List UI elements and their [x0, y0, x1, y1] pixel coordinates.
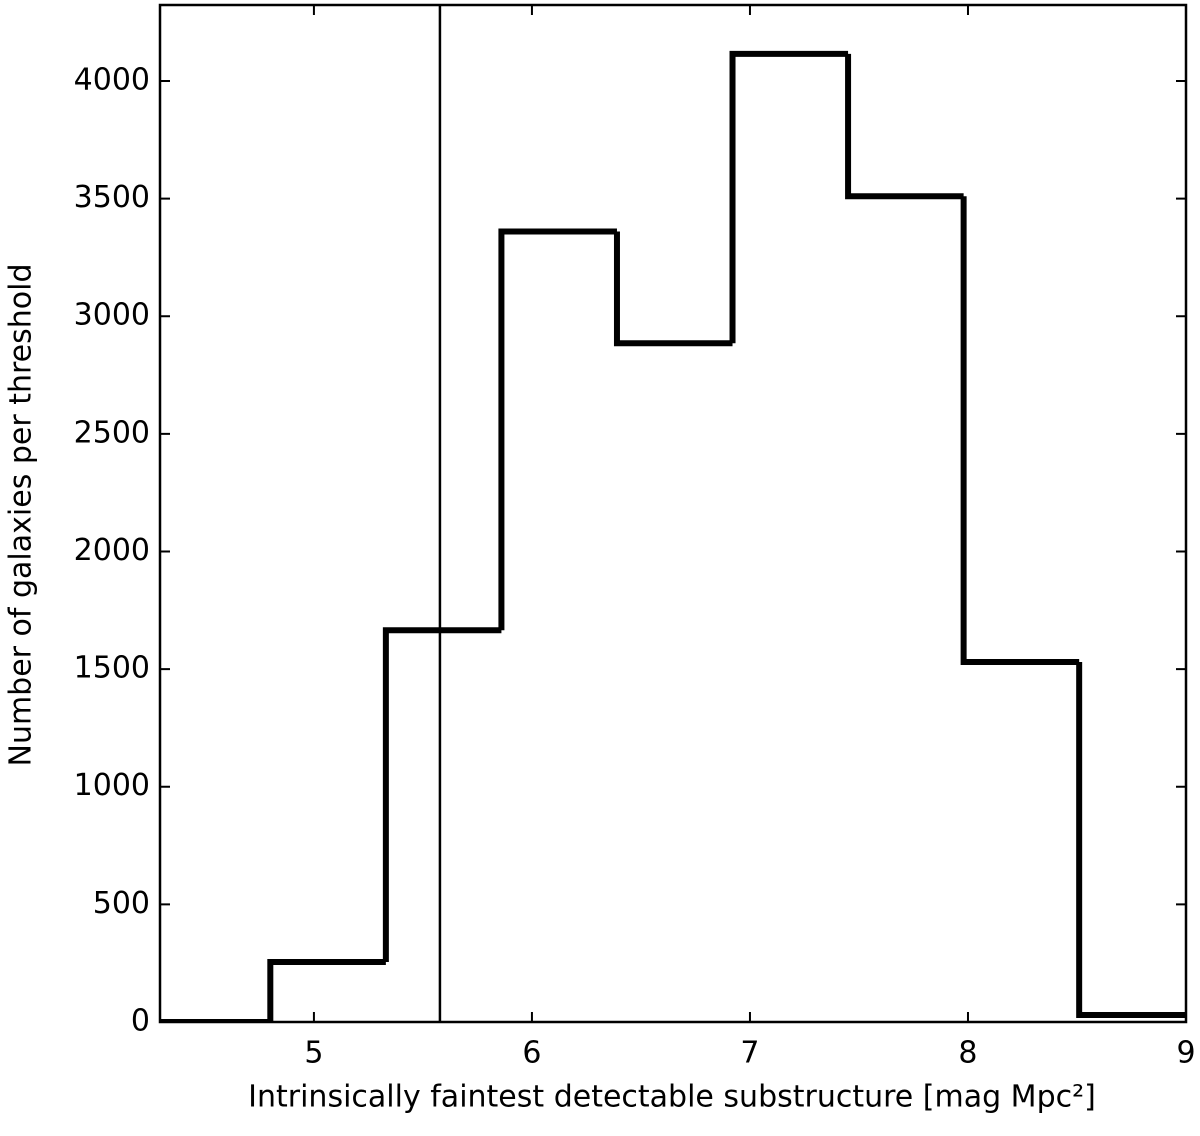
y-tick-label: 2000	[74, 533, 150, 568]
histogram-bar	[498, 228, 617, 631]
histogram-bar	[267, 959, 386, 1022]
x-tick-label: 9	[1176, 1036, 1195, 1071]
y-tick-label: 1000	[74, 768, 150, 803]
axes-frame	[158, 3, 1188, 1024]
histogram-bar	[845, 53, 964, 200]
x-tick-label: 8	[958, 1036, 977, 1071]
histogram-bar	[382, 627, 502, 963]
histogram-bar	[1076, 662, 1186, 1018]
x-axis-label: Intrinsically faintest detectable substr…	[248, 1080, 1096, 1115]
histogram-bar	[613, 231, 733, 347]
y-tick-label: 4000	[74, 62, 150, 97]
y-axis-label: Number of galaxies per threshold	[4, 263, 39, 766]
y-tick-label: 1500	[74, 651, 150, 686]
histogram-bar	[960, 196, 1080, 666]
y-tick-label: 500	[93, 886, 150, 921]
y-tick-label: 3500	[74, 180, 150, 215]
plot-area	[160, 50, 1186, 1022]
x-tick-label: 7	[740, 1036, 759, 1071]
x-tick-label: 5	[304, 1036, 323, 1071]
y-tick-label: 0	[131, 1004, 150, 1039]
y-tick-label: 3000	[74, 298, 150, 333]
histogram-bar	[729, 50, 849, 344]
x-tick-label: 6	[522, 1036, 541, 1071]
y-tick-label: 2500	[74, 415, 150, 450]
